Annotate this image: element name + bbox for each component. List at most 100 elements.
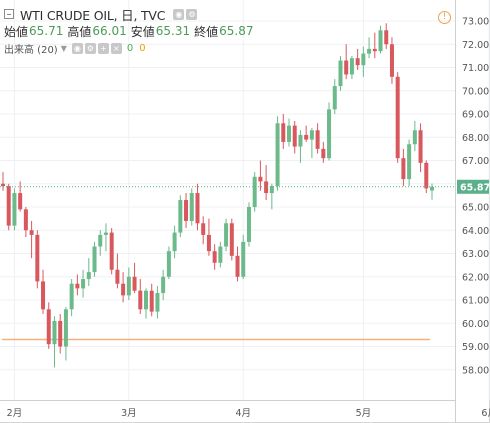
candle-body bbox=[309, 130, 314, 140]
time-axis-label: 4月 bbox=[235, 408, 251, 419]
indicator-settings-icon[interactable]: ⚙ bbox=[84, 42, 96, 54]
candle-body bbox=[252, 176, 257, 207]
candle-body bbox=[412, 130, 417, 145]
candle-body bbox=[355, 58, 360, 66]
candle-body bbox=[224, 223, 229, 247]
candle-body bbox=[58, 320, 63, 347]
candle-body bbox=[407, 144, 412, 180]
candle-body bbox=[327, 109, 332, 159]
candle-body bbox=[361, 53, 366, 66]
candle-body bbox=[401, 158, 406, 180]
time-axis-label: 3月 bbox=[121, 408, 137, 419]
candle-body bbox=[92, 246, 97, 273]
price-axis-label: 67.00 bbox=[462, 156, 489, 167]
candle-body bbox=[75, 283, 80, 289]
candle-body bbox=[115, 269, 120, 284]
candle-body bbox=[1, 183, 5, 187]
indicator-eye-icon[interactable]: ◉ bbox=[71, 42, 83, 54]
price-axis-label: 71.00 bbox=[462, 63, 489, 74]
candle-body bbox=[275, 123, 280, 187]
candle-body bbox=[144, 290, 148, 310]
candle-body bbox=[103, 232, 108, 235]
candle-body bbox=[281, 123, 286, 142]
indicator-remove-icon[interactable]: × bbox=[110, 42, 122, 54]
close-value: 65.87 bbox=[219, 24, 254, 38]
candle-body bbox=[344, 60, 349, 75]
price-axis-label: 72.00 bbox=[462, 40, 489, 51]
candle-body bbox=[430, 186, 434, 191]
candle-body bbox=[172, 232, 177, 252]
candle-body bbox=[229, 223, 234, 256]
candle-body bbox=[149, 290, 154, 312]
price-axis-label: 60.00 bbox=[462, 319, 489, 330]
candle-body bbox=[86, 272, 91, 280]
price-axis-label: 61.00 bbox=[462, 296, 489, 307]
time-axis-label: 2月 bbox=[7, 408, 23, 419]
high-label: 高値 bbox=[67, 24, 92, 39]
candle-body bbox=[98, 234, 103, 247]
candle-body bbox=[6, 186, 11, 226]
price-axis-label: 62.00 bbox=[462, 272, 489, 283]
candle-body bbox=[241, 241, 246, 277]
candle-body bbox=[424, 162, 429, 189]
price-axis-label: 59.00 bbox=[462, 342, 489, 353]
candle-body bbox=[132, 276, 137, 291]
candle-body bbox=[155, 293, 160, 312]
legend-title-row: WTI CRUDE OIL, 日, TVC ◉ ⚙ bbox=[4, 6, 258, 23]
candle-body bbox=[378, 30, 383, 52]
candle-body bbox=[269, 186, 274, 194]
indicator-dropdown-icon[interactable]: ▼ bbox=[60, 43, 67, 53]
candle-body bbox=[109, 232, 114, 270]
candle-body bbox=[349, 58, 354, 75]
symbol-title: WTI CRUDE OIL, 日, TVC bbox=[20, 7, 166, 23]
candle-body bbox=[201, 223, 206, 235]
candle-body bbox=[298, 134, 303, 147]
candle-body bbox=[195, 193, 200, 224]
candle-body bbox=[35, 234, 40, 282]
high-value: 66.01 bbox=[92, 24, 127, 38]
collapse-legend-icon[interactable] bbox=[4, 9, 14, 19]
low-value: 65.31 bbox=[155, 24, 191, 38]
price-axis-label: 68.00 bbox=[462, 133, 489, 144]
candle-body bbox=[395, 76, 400, 159]
candle-body bbox=[178, 200, 183, 233]
time-axis-label: 6月 bbox=[481, 408, 490, 419]
candle-body bbox=[212, 251, 217, 263]
candle-body bbox=[235, 255, 240, 277]
indicator-add-icon[interactable]: + bbox=[97, 42, 109, 54]
candle-body bbox=[126, 276, 131, 296]
candle-body bbox=[389, 44, 394, 77]
candle-body bbox=[161, 276, 166, 294]
volume-value-2: 0 bbox=[139, 42, 146, 54]
open-label: 始値 bbox=[4, 24, 29, 39]
candle-body bbox=[81, 279, 86, 289]
candle-body bbox=[121, 283, 126, 296]
time-axis-label: 5月 bbox=[356, 408, 372, 419]
last-price-value: 65.87 bbox=[460, 182, 490, 193]
candle-body bbox=[18, 193, 23, 210]
candle-body bbox=[338, 60, 343, 87]
alert-icon[interactable]: ! bbox=[438, 11, 451, 24]
candle-body bbox=[372, 48, 377, 52]
candle-body bbox=[321, 148, 326, 159]
candle-body bbox=[46, 309, 51, 345]
candle-body bbox=[41, 281, 46, 310]
candle-body bbox=[184, 200, 189, 221]
candle-body bbox=[367, 48, 372, 54]
candle-body bbox=[292, 125, 297, 147]
settings-icon[interactable]: ⚙ bbox=[186, 8, 198, 20]
candle-body bbox=[418, 130, 423, 163]
candle-body bbox=[166, 251, 171, 277]
candle-body bbox=[258, 176, 263, 182]
volume-value-1: 0 bbox=[126, 42, 134, 54]
price-axis-label: 65.00 bbox=[462, 203, 489, 214]
candle-body bbox=[246, 207, 251, 242]
volume-indicator-row: 出来高 (20) ▼ ◉ ⚙ + × 0 0 bbox=[4, 40, 258, 56]
chart-legend: WTI CRUDE OIL, 日, TVC ◉ ⚙ 始値 65.71 高値 66… bbox=[4, 6, 258, 56]
candle-body bbox=[304, 134, 309, 140]
candle-body bbox=[189, 193, 194, 221]
candle-body bbox=[384, 30, 389, 45]
eye-icon[interactable]: ◉ bbox=[173, 8, 185, 20]
candle-body bbox=[63, 309, 68, 347]
